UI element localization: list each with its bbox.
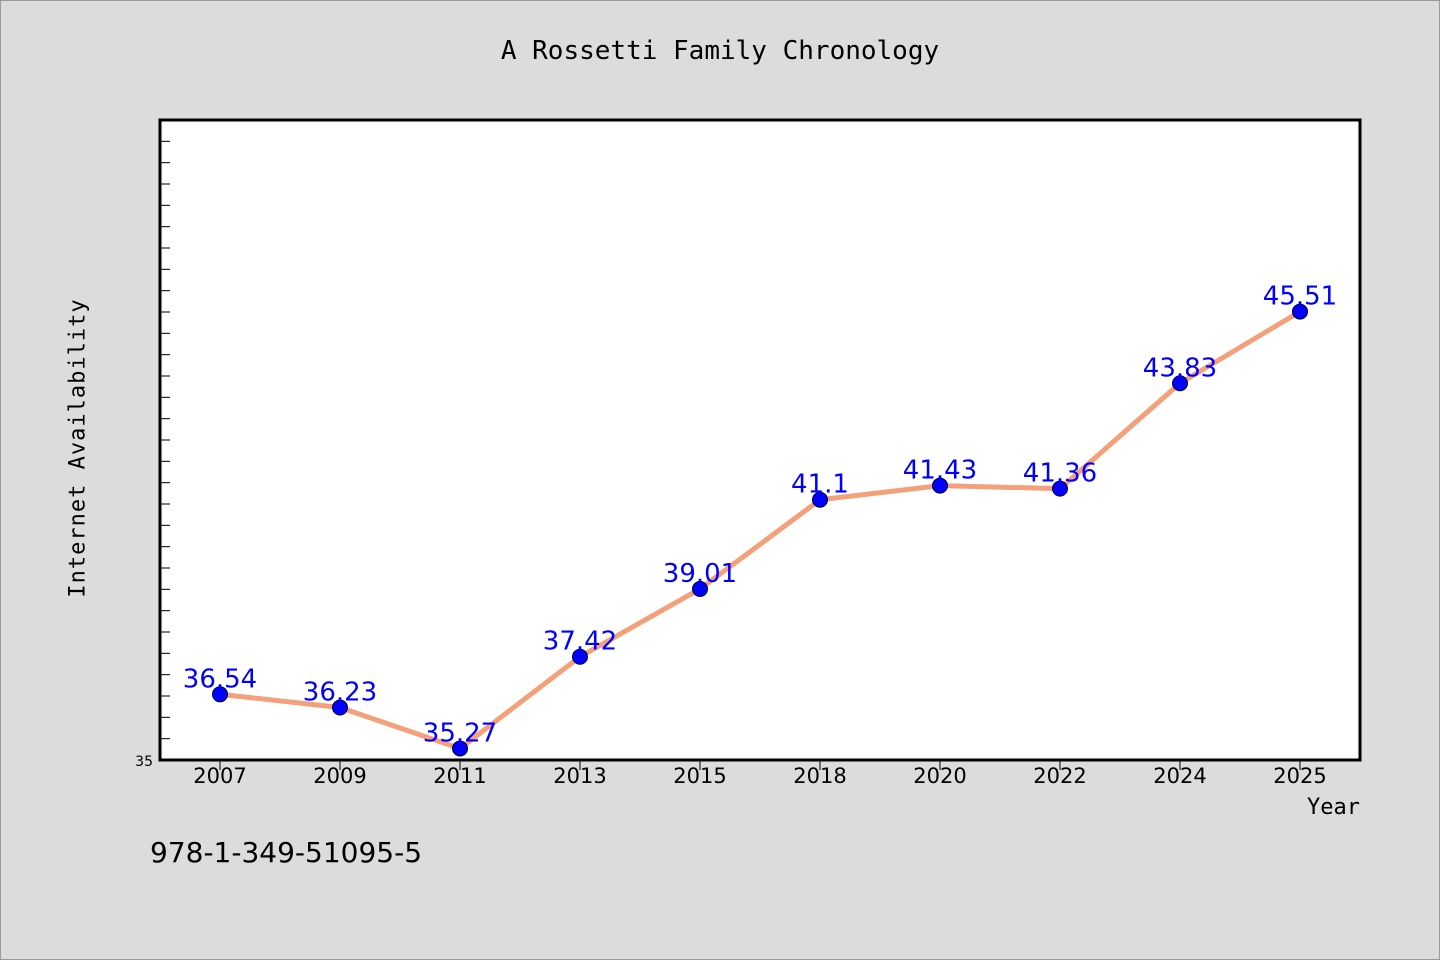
x-tick-label: 2024 [1153,764,1206,788]
x-axis-label: Year [1307,795,1360,820]
data-point [1052,480,1068,497]
data-label: 36.54 [183,664,257,694]
x-tick-label: 2013 [553,764,606,788]
data-label: 41.36 [1023,459,1097,489]
series-line [217,309,1303,751]
data-labels: 36.54 36.23 35.27 37.42 39.01 41.1 41.43 41.36 4… [183,282,1337,749]
y-ticks: 35 [135,119,170,770]
data-point [1172,375,1188,392]
data-point [812,491,828,508]
series-lines [217,309,1303,751]
x-ticks: 2007 2009 2011 2013 2015 2018 2020 2022 2024 2025 [193,760,1327,788]
x-tick-label: 2020 [913,764,966,788]
plot-area [158,118,1362,762]
data-point [1292,303,1308,320]
x-tick-label: 2011 [433,764,486,788]
x-tick-label: 2022 [1033,764,1086,788]
data-label: 41.43 [903,456,977,486]
data-point [452,740,468,757]
data-point [572,648,588,665]
data-label: 41.1 [791,470,849,500]
x-tick-label: 2007 [193,764,246,788]
data-label: 37.42 [543,627,617,657]
x-tick-label: 2015 [673,764,726,788]
x-tick-label: 2009 [313,764,366,788]
chart-title: A Rossetti Family Chronology [500,36,940,66]
data-point [212,686,228,703]
data-point [692,580,708,597]
x-tick-label: 2018 [793,764,846,788]
data-point [332,699,348,716]
data-label: 35.27 [423,718,497,748]
data-label: 45.51 [1263,282,1337,312]
data-label: 43.83 [1143,353,1217,383]
y-tick-label: 35 [135,754,153,770]
x-tick-label: 2025 [1273,764,1326,788]
data-point [932,477,948,494]
data-label: 39.01 [663,559,737,589]
isbn-code: 978-1-349-51095-5 [150,836,423,869]
markers [212,303,1308,757]
data-label: 36.23 [303,678,377,708]
